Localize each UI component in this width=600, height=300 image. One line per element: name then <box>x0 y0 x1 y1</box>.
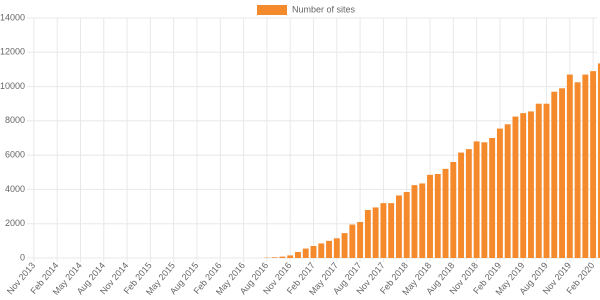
y-tick-label: 2000 <box>5 218 25 228</box>
bar <box>520 113 527 259</box>
y-tick-label: 12000 <box>0 47 25 57</box>
bar <box>403 192 410 258</box>
y-tick-label: 4000 <box>5 184 25 194</box>
bar <box>566 74 573 258</box>
bar <box>458 152 465 258</box>
bar <box>357 222 364 258</box>
legend-label: Number of sites <box>292 4 356 14</box>
y-tick-label: 8000 <box>5 115 25 125</box>
bar <box>364 210 371 258</box>
bar <box>496 128 503 258</box>
bar <box>302 248 309 258</box>
bar <box>411 185 418 258</box>
bar <box>535 103 542 258</box>
bar <box>473 141 480 258</box>
bar <box>551 91 558 258</box>
bar <box>310 246 317 258</box>
bar <box>442 168 449 258</box>
bar <box>512 116 519 258</box>
bar <box>271 257 278 258</box>
bar <box>559 88 565 259</box>
bar <box>481 142 488 258</box>
bar <box>434 174 441 258</box>
bar <box>333 238 340 258</box>
bar <box>287 255 294 258</box>
bar <box>504 124 511 259</box>
bar <box>380 203 387 258</box>
y-tick-label: 6000 <box>5 150 25 160</box>
bar <box>388 203 395 258</box>
bar <box>318 243 325 258</box>
bar <box>450 162 457 258</box>
bar <box>489 138 496 258</box>
bar <box>597 63 600 258</box>
bar <box>543 103 550 258</box>
y-tick-label: 14000 <box>0 12 25 22</box>
bar <box>372 207 379 258</box>
bar <box>465 149 472 258</box>
bar <box>349 224 356 258</box>
bar <box>528 111 534 258</box>
legend-swatch <box>257 5 287 15</box>
bar <box>427 174 433 258</box>
y-tick-label: 10000 <box>0 81 25 91</box>
bar <box>419 183 426 258</box>
bar <box>295 252 301 258</box>
y-tick-label: 0 <box>20 252 25 262</box>
bar <box>279 256 286 258</box>
bar <box>326 240 332 258</box>
bar <box>341 233 348 258</box>
bar <box>574 82 581 259</box>
bar <box>582 74 589 258</box>
bar <box>395 195 402 258</box>
bar <box>590 71 597 259</box>
